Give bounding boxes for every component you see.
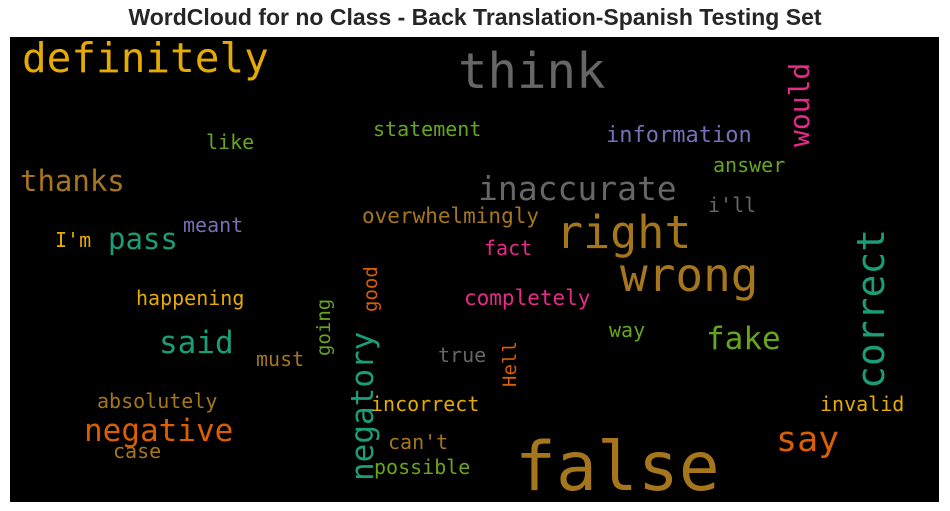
word-i-m: I'm [55,228,91,252]
word-negatory: negatory [345,332,381,481]
word-going: going [313,299,335,356]
word-say: say [776,420,839,460]
word-wrong: wrong [620,248,758,302]
word-can-t: can't [388,430,448,454]
word-correct: correct [849,229,893,389]
word-case: case [113,439,161,463]
word-absolutely: absolutely [97,389,217,413]
word-statement: statement [373,117,481,141]
word-pass: pass [108,222,178,256]
word-meant: meant [183,213,243,237]
word-overwhelmingly: overwhelmingly [362,204,539,228]
word-good: good [360,266,382,312]
word-thanks: thanks [20,164,125,198]
word-like: like [206,130,254,154]
word-completely: completely [464,286,590,310]
word-invalid: invalid [820,392,904,416]
word-would: would [783,63,816,147]
word-definitely: definitely [22,37,269,82]
word-must: must [256,347,304,371]
word-way: way [609,318,645,342]
word-happening: happening [136,286,244,310]
word-incorrect: incorrect [371,392,479,416]
word-true: true [438,343,486,367]
word-information: information [606,123,752,148]
word-false: false [515,428,720,502]
word-inaccurate: inaccurate [478,169,677,208]
chart-title: WordCloud for no Class - Back Translatio… [128,4,822,30]
wordcloud-canvas: false think wrong right definitely correct say… [10,37,939,502]
word-fake: fake [706,321,781,357]
word-said: said [159,325,234,361]
word-negative: negative [84,413,233,449]
word-hell: Hell [499,341,521,387]
word-think: think [458,43,606,100]
word-possible: possible [374,455,470,479]
word-fact: fact [484,236,532,260]
word-i-ll: i'll [708,193,756,217]
word-answer: answer [713,153,785,177]
word-right: right [556,206,691,259]
